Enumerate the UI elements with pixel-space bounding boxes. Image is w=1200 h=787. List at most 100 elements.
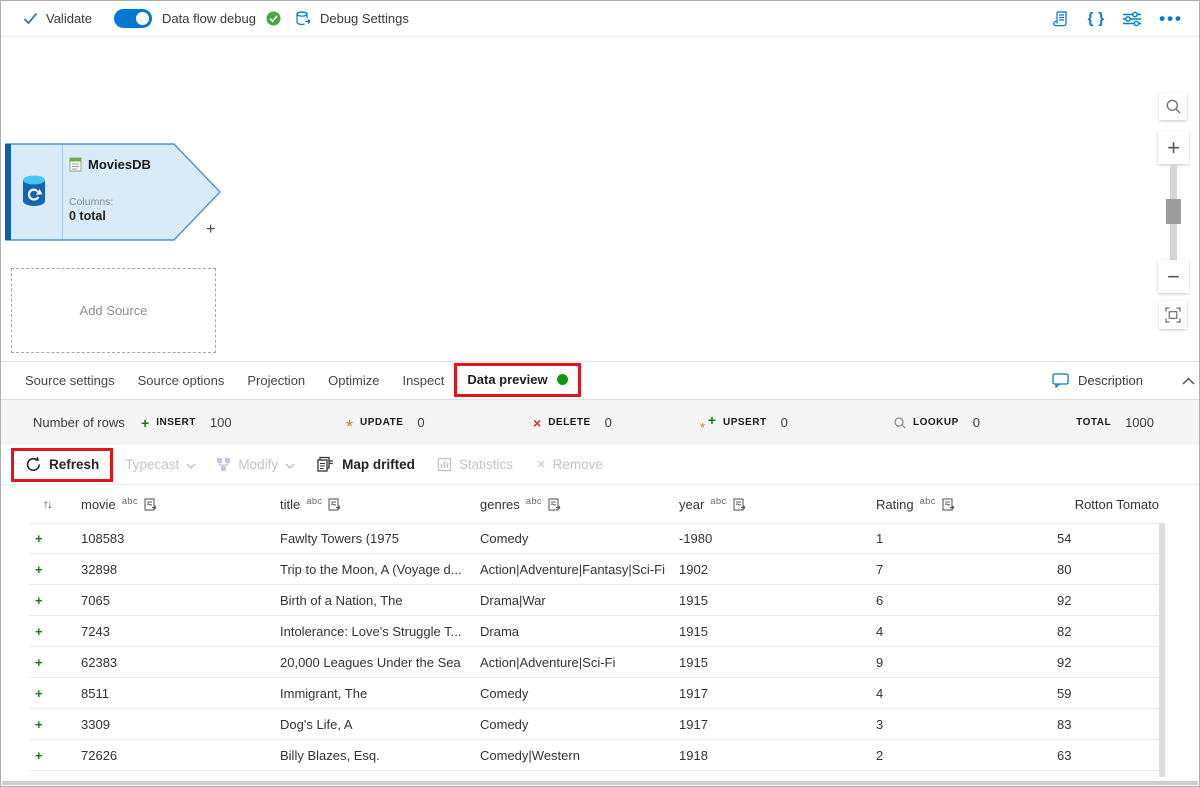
settings-sliders-icon[interactable] (1122, 11, 1142, 27)
debug-settings-label: Debug Settings (319, 11, 409, 26)
drifted-column-icon (144, 498, 157, 511)
total-stat: TOTAL 1000 (1076, 400, 1154, 445)
validate-button[interactable]: Validate (23, 11, 92, 26)
cell-year: 1915 (679, 592, 708, 608)
typecast-button[interactable]: Typecast (125, 457, 196, 472)
table-row[interactable]: + 7065 Birth of a Nation, The Drama|War … (29, 585, 1159, 616)
remove-button[interactable]: × Remove (537, 456, 603, 473)
delete-stat: × DELETE 0 (533, 400, 612, 445)
cell-rotton-tomato: 63 (1057, 747, 1072, 763)
code-braces-icon[interactable]: { } (1087, 10, 1106, 27)
map-drifted-button[interactable]: Map drifted (317, 456, 415, 473)
row-insert-icon: + (35, 747, 43, 763)
delete-value: 0 (604, 415, 612, 430)
column-name: genres (480, 496, 520, 512)
modify-icon (217, 458, 231, 471)
node-columns-label: Columns: (69, 196, 114, 208)
horizontal-scrollbar[interactable] (2, 781, 1198, 785)
column-header-title[interactable]: title abc (280, 497, 480, 512)
description-button[interactable]: Description (1052, 373, 1143, 388)
row-insert-icon: + (35, 654, 43, 670)
cell-movie: 32898 (81, 561, 118, 577)
refresh-button[interactable]: Refresh (25, 456, 99, 473)
upsert-label: UPSERT (723, 417, 767, 428)
dataflow-debug-label: Data flow debug (162, 11, 256, 26)
table-row[interactable]: + 62383 20,000 Leagues Under the Sea Act… (29, 647, 1159, 678)
column-header-year[interactable]: year abc (679, 497, 876, 512)
column-header-movie[interactable]: movie abc (81, 497, 280, 512)
column-header-rating[interactable]: Rating abc (876, 497, 1057, 512)
tab-projection[interactable]: Projection (247, 373, 306, 388)
sort-column-header[interactable]: ↑↓ (29, 497, 81, 511)
cell-genres: Action|Adventure|Sci-Fi (480, 654, 616, 670)
add-transformation-button[interactable]: + (206, 221, 216, 238)
search-icon (1166, 99, 1180, 114)
refresh-highlight-box: Refresh (11, 447, 114, 482)
column-type-abc: abc (525, 496, 542, 507)
source-node-moviesdb[interactable]: MoviesDB Columns: 0 total (5, 143, 221, 241)
cell-genres: Drama|War (480, 592, 546, 608)
chevron-down-icon (285, 463, 295, 469)
cell-year: -1980 (679, 531, 713, 546)
table-row[interactable]: + 72626 Billy Blazes, Esq. Comedy|Wester… (29, 740, 1159, 771)
cell-rating: 3 (876, 716, 884, 732)
vertical-scrollbar[interactable] (1159, 523, 1165, 777)
more-options-icon[interactable]: ••• (1159, 8, 1183, 28)
cell-title: 20,000 Leagues Under the Sea (280, 654, 461, 670)
modify-button[interactable]: Modify (216, 457, 295, 472)
cell-rotton-tomato: 92 (1057, 654, 1072, 670)
cell-rotton-tomato: 92 (1057, 592, 1072, 608)
column-type-abc: abc (121, 496, 138, 507)
column-header-rotton-tomato[interactable]: Rotton Tomato (1057, 497, 1159, 512)
cell-movie: 108583 (81, 531, 125, 546)
row-insert-icon: + (35, 685, 43, 701)
zoom-out-label: − (1167, 263, 1180, 289)
cell-rating: 4 (876, 623, 884, 639)
zoom-in-button[interactable]: + (1158, 131, 1189, 164)
zoom-out-button[interactable]: − (1158, 260, 1189, 293)
table-row[interactable]: + 7243 Intolerance: Love's Struggle T...… (29, 616, 1159, 647)
lookup-icon (894, 416, 906, 429)
sort-icon: ↑↓ (43, 497, 53, 511)
tab-inspect[interactable]: Inspect (402, 373, 445, 388)
node-title-label: MoviesDB (88, 157, 151, 172)
column-header-genres[interactable]: genres abc (480, 497, 679, 512)
canvas-search-button[interactable] (1159, 93, 1187, 120)
delete-label: DELETE (548, 417, 591, 428)
table-row[interactable]: + 32898 Trip to the Moon, A (Voyage d...… (29, 554, 1159, 585)
table-row[interactable]: + 108583 Fawlty Towers (1975 Comedy -198… (29, 523, 1159, 554)
tab-source-settings[interactable]: Source settings (25, 373, 115, 388)
node-divider (62, 145, 63, 239)
configuration-panel: Source settings Source options Projectio… (1, 361, 1199, 786)
cell-year: 1915 (679, 623, 708, 639)
column-name: Rating (876, 496, 914, 512)
dataflow-debug-toggle[interactable] (114, 9, 153, 28)
tab-data-preview[interactable]: Data preview (467, 372, 548, 387)
tab-optimize[interactable]: Optimize (328, 373, 380, 388)
collapse-panel-button[interactable] (1182, 376, 1195, 385)
update-stat: * UPDATE 0 (346, 400, 425, 445)
map-drifted-icon (317, 456, 334, 472)
description-comment-icon (1052, 373, 1069, 388)
validate-label: Validate (46, 11, 93, 26)
statistics-button[interactable]: Statistics (437, 457, 513, 472)
zoom-slider-thumb[interactable] (1166, 199, 1181, 224)
cell-genres: Comedy|Western (480, 747, 580, 763)
table-row[interactable]: + 8511 Immigrant, The Comedy 1917 4 59 (29, 678, 1159, 709)
cell-title: Dog's Life, A (280, 716, 353, 732)
table-row[interactable]: + 3309 Dog's Life, A Comedy 1917 3 83 (29, 709, 1159, 740)
column-name: Rotton Tomato (1074, 496, 1159, 512)
insert-stat: + INSERT 100 (141, 400, 232, 445)
tab-source-options[interactable]: Source options (137, 373, 225, 388)
statistics-icon (437, 457, 451, 472)
map-drifted-label: Map drifted (342, 457, 415, 472)
debug-settings-button[interactable]: Debug Settings (295, 10, 409, 27)
cell-rotton-tomato: 59 (1057, 685, 1072, 701)
add-source-button[interactable]: Add Source (11, 268, 216, 353)
zoom-to-fit-button[interactable] (1159, 301, 1187, 329)
zoom-to-fit-icon (1165, 307, 1181, 323)
script-icon[interactable] (1052, 10, 1070, 28)
column-name: movie (81, 496, 116, 512)
zoom-in-label: + (1167, 134, 1180, 160)
upsert-stat: * + UPSERT 0 (700, 400, 788, 445)
